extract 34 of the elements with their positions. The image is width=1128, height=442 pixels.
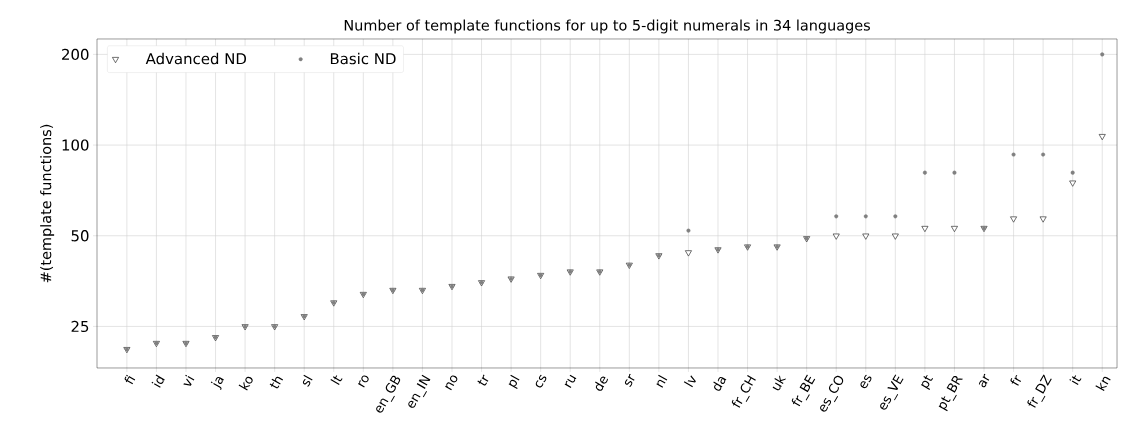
x-tick-label: no: [445, 375, 458, 391]
x-tick-label: kn: [1095, 376, 1111, 392]
x-tick-label: lt: [330, 375, 343, 385]
y-tick-label: 25: [71, 320, 89, 333]
x-tick-label: fi: [124, 374, 136, 385]
x-tick-label: pl: [508, 374, 520, 390]
x-tick-label: ro: [358, 375, 369, 388]
x-tick-label: ar: [978, 373, 990, 388]
x-tick-label: nl: [656, 374, 668, 388]
x-tick-label: it: [1069, 375, 1082, 385]
x-tick-label: id: [151, 374, 165, 388]
x-tick-label: da: [713, 376, 727, 391]
x-tick-label: de: [595, 376, 608, 391]
x-tick-label: uk: [772, 375, 787, 391]
x-tick-label: fr: [1010, 374, 1022, 386]
x-tick-label: lv: [683, 375, 696, 388]
y-tick-label: 200: [62, 48, 89, 61]
x-tick-label: ru: [564, 374, 577, 388]
y-tick-label: 50: [71, 230, 89, 242]
x-tick-label: sl: [302, 374, 313, 387]
x-tick-label: ko: [238, 376, 253, 391]
x-tick-label: pt: [921, 374, 934, 390]
legend-label: Basic ND: [330, 52, 396, 65]
x-tick-label: sr: [624, 373, 635, 387]
x-tick-label: vi: [183, 374, 195, 386]
y-tick-label: 100: [62, 139, 89, 151]
x-tick-label: cs: [535, 374, 547, 388]
legend-label: Advanced ND: [145, 52, 247, 65]
x-tick-label: es: [860, 374, 872, 389]
y-axis-title: #(template functions): [40, 124, 55, 283]
chart-title: Number of template functions for up to 5-digit numerals in 34 languages: [344, 19, 870, 34]
x-tick-label: th: [269, 376, 284, 389]
x-tick-label: ja: [210, 376, 224, 391]
x-tick-label: tr: [477, 374, 489, 386]
